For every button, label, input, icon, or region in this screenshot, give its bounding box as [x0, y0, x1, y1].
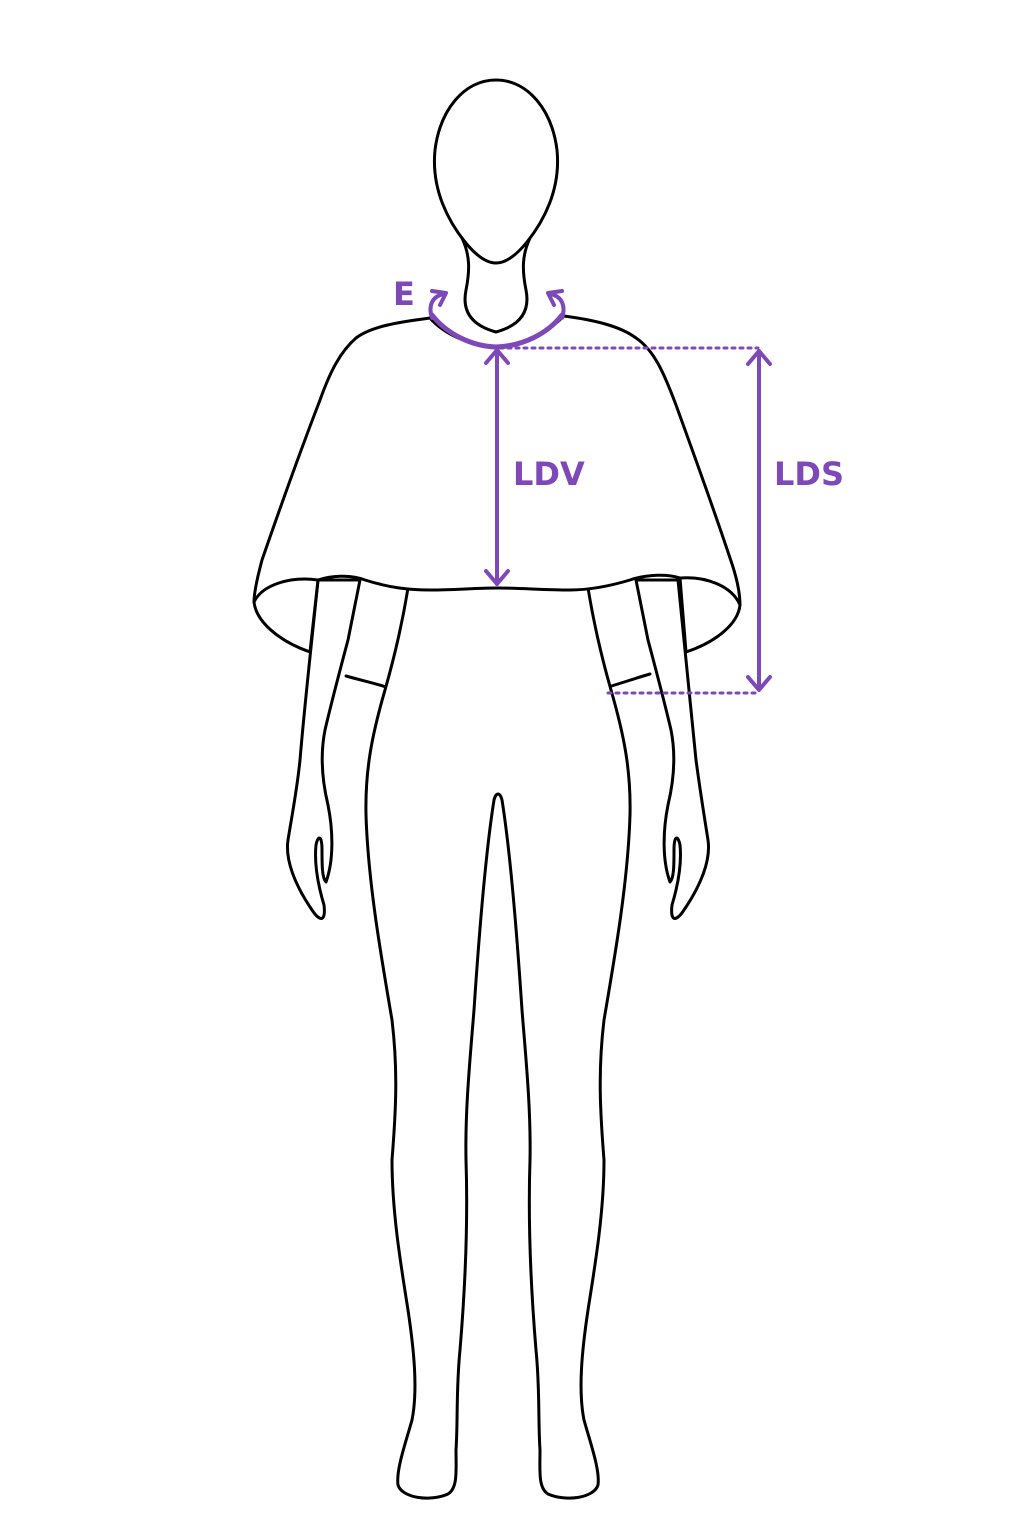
left-sleeve-cuff	[344, 674, 388, 689]
left-arm	[285, 578, 362, 920]
side-length-arrow-top	[746, 349, 772, 366]
neckline-measure-arc	[429, 312, 565, 350]
cape-hem-left	[252, 577, 320, 604]
right-arm	[634, 578, 711, 920]
neckline-arrow-left	[428, 289, 448, 320]
measurement-annotations: E LDV LDS	[393, 275, 844, 695]
neckline-label: E	[393, 275, 415, 313]
right-sleeve-cuff	[606, 672, 652, 689]
body-legs	[364, 586, 632, 1500]
side-length-arrow-bottom	[746, 675, 772, 692]
front-length-arrow-bottom	[484, 569, 510, 586]
neck	[460, 236, 532, 334]
side-length-label: LDS	[774, 455, 844, 493]
front-length-arrow-top	[484, 348, 510, 365]
neckline-arrow-right	[546, 289, 566, 320]
head	[432, 78, 560, 265]
front-length-label: LDV	[513, 455, 585, 493]
cape-hem-right	[678, 576, 742, 607]
mannequin-figure	[252, 78, 742, 1500]
